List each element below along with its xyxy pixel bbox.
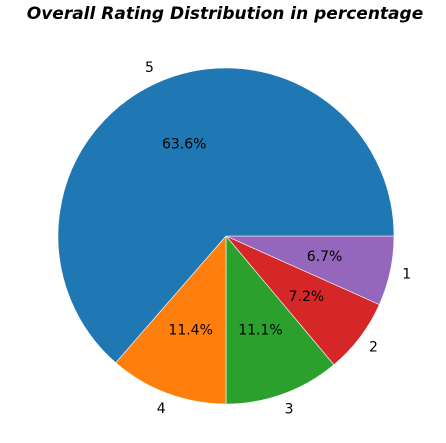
pie-slice-4 <box>115 235 227 405</box>
slice-percent-5: 63.6% <box>162 136 206 152</box>
slice-label-5: 5 <box>145 60 154 76</box>
pie-slice-3 <box>225 235 335 405</box>
slice-percent-3: 11.1% <box>238 323 282 339</box>
pie-slices <box>57 67 395 405</box>
pie-slice-5 <box>57 67 395 364</box>
chart-title: Overall Rating Distribution in percentag… <box>27 4 423 24</box>
slice-label-3: 3 <box>285 402 294 418</box>
pie-labels: 1 6.7% 2 7.2% 3 11.1% 4 11.4% 5 63.6% <box>145 60 411 418</box>
slice-percent-4: 11.4% <box>168 322 212 338</box>
slice-label-4: 4 <box>157 401 166 417</box>
slice-percent-1: 6.7% <box>307 249 343 265</box>
slice-label-1: 1 <box>402 267 411 283</box>
slice-label-2: 2 <box>369 339 378 355</box>
slice-percent-2: 7.2% <box>289 289 325 305</box>
